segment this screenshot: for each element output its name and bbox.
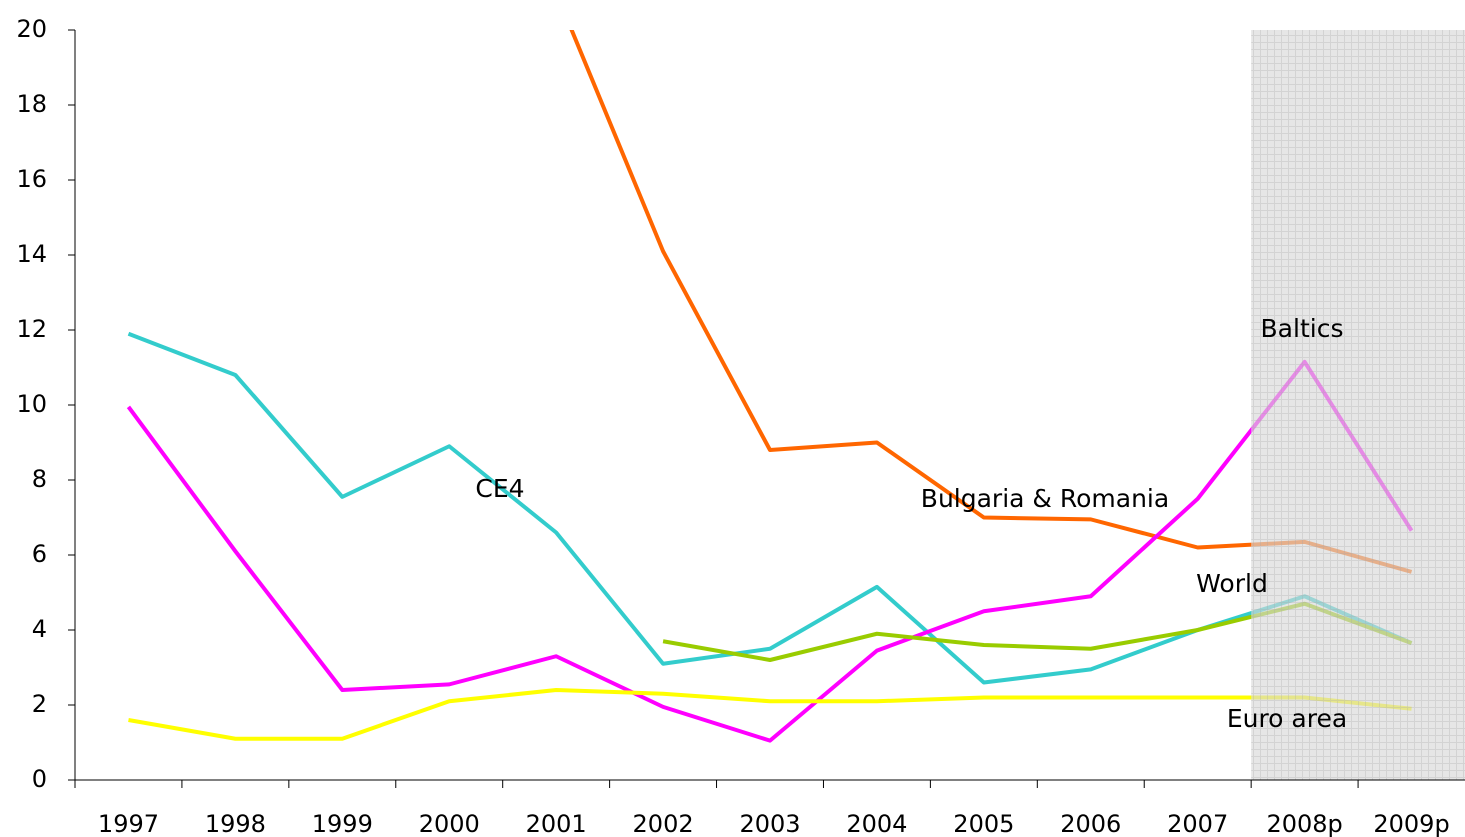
y-tick-label: 2: [32, 690, 47, 718]
x-tick-label: 2000: [419, 810, 480, 837]
y-tick-label: 8: [32, 465, 47, 493]
series-label: CE4: [475, 474, 524, 503]
plot-lines: [126, 30, 1414, 743]
x-tick-label: 2006: [1060, 810, 1121, 837]
forecast-overlay: [1251, 30, 1465, 780]
x-tick-label: 2008p: [1266, 810, 1342, 837]
y-tick-label: 18: [16, 90, 47, 118]
x-tick-label: 1999: [312, 810, 373, 837]
series-line: [127, 331, 1413, 685]
x-tick-label: 2001: [526, 810, 587, 837]
y-tick-label: 10: [16, 390, 47, 418]
x-tick-label: 2005: [953, 810, 1014, 837]
series-line: [128, 688, 1412, 741]
x-tick-label: 2002: [633, 810, 694, 837]
y-tick-label: 12: [16, 315, 47, 343]
series-label: World: [1196, 569, 1268, 598]
series-label: Euro area: [1227, 704, 1347, 733]
series-line: [126, 359, 1414, 743]
series-label: Baltics: [1261, 314, 1344, 343]
series-label: Bulgaria & Romania: [921, 484, 1169, 513]
x-tick-label: 2004: [846, 810, 907, 837]
x-tick-label: 2009p: [1373, 810, 1449, 837]
forecast-shade: [1251, 30, 1465, 780]
y-tick-label: 0: [32, 765, 47, 793]
y-tick-label: 14: [16, 240, 47, 268]
x-tick-label: 2003: [739, 810, 800, 837]
y-tick-label: 20: [16, 15, 47, 43]
y-tick-label: 4: [32, 615, 47, 643]
y-tick-label: 16: [16, 165, 47, 193]
y-tick-label: 6: [32, 540, 47, 568]
x-tick-label: 1998: [205, 810, 266, 837]
axes: 0 2 4 6 8 10 12 14 16 18 20 1997 1998 1999 2000 2001 200…: [16, 15, 1465, 837]
x-tick-label: 1997: [98, 810, 159, 837]
x-tick-label: 2007: [1167, 810, 1228, 837]
